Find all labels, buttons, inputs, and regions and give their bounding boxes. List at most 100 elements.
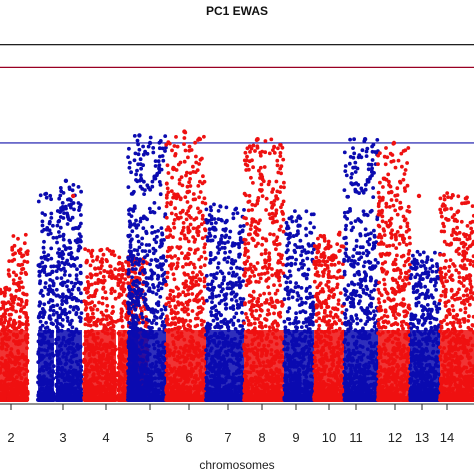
chr-point (140, 315, 145, 320)
chr-point (155, 234, 159, 239)
chr-point (98, 259, 103, 264)
chr-point (38, 300, 42, 305)
chr-point (3, 288, 8, 292)
chr-point (69, 251, 74, 255)
chr-point (141, 320, 145, 325)
chr-point (147, 318, 152, 323)
chr-point (40, 229, 44, 234)
chr-point (162, 277, 166, 282)
chr-point (178, 245, 183, 250)
chr-point (65, 211, 69, 216)
chr-point (68, 304, 73, 309)
chr-point (158, 192, 163, 197)
chr-point (130, 262, 135, 267)
chr-point (165, 320, 169, 325)
chr-point (133, 307, 138, 311)
chr-point (54, 287, 59, 292)
chr-point (78, 238, 82, 243)
chr-point (49, 256, 54, 261)
chr-point (126, 146, 131, 151)
chr-point (108, 264, 112, 268)
chr-point (90, 248, 95, 253)
chr-point (163, 212, 168, 217)
chr-point (75, 267, 79, 272)
chr-point (67, 273, 72, 278)
chr-point (157, 146, 162, 151)
chr-point (86, 282, 91, 287)
chr-point (42, 302, 47, 307)
chr-point (194, 279, 199, 284)
chr-point (195, 299, 200, 304)
chr-point (67, 187, 72, 192)
chr-point (22, 259, 27, 264)
chr-point (148, 135, 153, 140)
chr-point (164, 204, 169, 209)
chr-point (175, 144, 180, 149)
chr-point (120, 324, 125, 329)
chr-point (134, 178, 138, 182)
chr-point (127, 212, 131, 217)
chr-point (3, 291, 7, 296)
chr-point (85, 312, 90, 317)
chr-point (134, 218, 138, 223)
chr-point (41, 245, 46, 250)
chr-point (153, 164, 158, 168)
chr-point (132, 189, 136, 194)
chr-point (134, 172, 139, 177)
chr-dense-band (0, 330, 8, 402)
chr-point (12, 323, 16, 328)
chr-point (59, 276, 64, 280)
chr-point (135, 278, 139, 283)
chr-point (196, 206, 200, 211)
chr-point (183, 148, 188, 153)
chr-point (109, 252, 114, 256)
chr-point (55, 276, 59, 280)
chr-point (136, 142, 141, 147)
chr-point (151, 290, 155, 295)
chr-point (152, 285, 156, 290)
chr-point (186, 155, 190, 160)
chr-point (131, 319, 136, 324)
chr-point (36, 199, 41, 204)
chr-point (57, 230, 61, 234)
chr-point (68, 322, 72, 327)
chr-point (121, 301, 126, 305)
chr-point (62, 244, 66, 248)
chr-point (55, 240, 59, 245)
chr-point (105, 259, 109, 264)
chr-point (160, 273, 165, 278)
chr-point (136, 239, 141, 244)
chr-point (101, 313, 106, 317)
chr-point (169, 211, 174, 216)
chr-dense-band (56, 330, 82, 402)
chr-point (77, 205, 82, 210)
chr-point (68, 218, 73, 223)
chr-point (176, 287, 181, 291)
chr-point (168, 296, 173, 300)
chr-point (182, 256, 187, 261)
chr-point (159, 226, 164, 231)
chr-point (85, 290, 89, 295)
chr-point (2, 320, 7, 325)
chr-point (9, 296, 14, 301)
chr-point (57, 263, 61, 268)
chr-point (97, 300, 101, 305)
chr-point (9, 293, 14, 298)
chr-point (150, 326, 154, 330)
chr-point (163, 307, 168, 312)
chr-point (141, 226, 146, 231)
chr-point (49, 211, 54, 216)
chr-point (159, 308, 164, 312)
chr-point (88, 272, 93, 276)
chr-point (42, 312, 46, 317)
chr-point (54, 269, 59, 274)
chr-point (38, 193, 43, 198)
chr-point (66, 288, 71, 292)
chr-point (17, 276, 22, 281)
chr-point (151, 146, 156, 150)
chr-point (73, 281, 78, 286)
chr-point (79, 213, 83, 217)
chr-point (119, 273, 124, 278)
chr-point (171, 316, 176, 321)
chr-point (128, 252, 133, 256)
